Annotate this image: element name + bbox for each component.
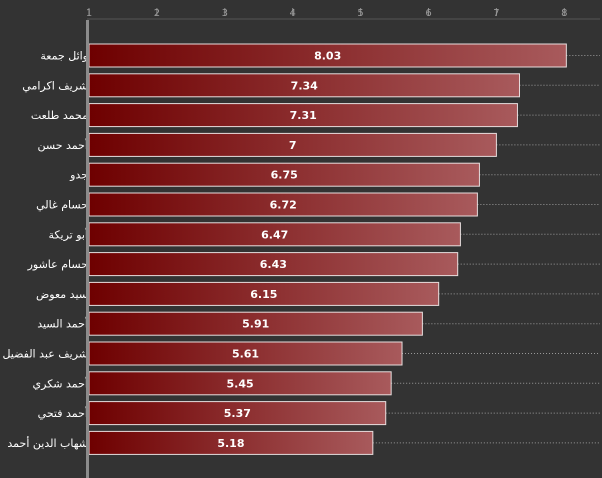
- data-label: 6.43: [260, 258, 287, 271]
- data-label: 6.72: [270, 199, 297, 212]
- data-label: 6.47: [261, 228, 288, 241]
- x-tick-label: 6: [425, 8, 431, 19]
- data-label: 7.31: [290, 109, 317, 122]
- data-label: 5.45: [227, 377, 254, 390]
- data-label: 5.91: [242, 318, 269, 331]
- category-label: سيد معوض: [36, 288, 88, 301]
- category-label: وائل جمعة: [40, 50, 88, 63]
- data-label: 5.61: [232, 348, 259, 361]
- x-tick-label: 7: [493, 8, 499, 19]
- category-label: جدو: [69, 169, 88, 182]
- x-tick-label: 5: [357, 8, 363, 19]
- data-label: 5.37: [224, 407, 251, 420]
- category-label: أبو تريكة: [49, 227, 88, 241]
- category-label: محمد طلعت: [31, 109, 88, 122]
- category-label: شريف اكرامي: [22, 79, 88, 92]
- data-label: 6.15: [250, 288, 277, 301]
- category-label: أحمد فتحي: [38, 406, 88, 420]
- data-label: 6.75: [271, 169, 298, 182]
- data-label: 8.03: [314, 50, 341, 63]
- category-label: أحمد حسن: [38, 138, 88, 152]
- category-label: شهاب الدين أحمد: [7, 436, 88, 450]
- data-label: 7.34: [291, 79, 318, 92]
- category-label: أحمد شكري: [33, 376, 88, 390]
- category-label: حسام عاشور: [27, 258, 88, 271]
- x-tick-label: 1: [86, 8, 92, 19]
- data-label: 7: [289, 139, 297, 152]
- data-label: 5.18: [217, 437, 244, 450]
- x-tick-label: 2: [154, 8, 160, 19]
- x-tick-label: 3: [222, 8, 228, 19]
- category-label: حسام غالي: [36, 199, 88, 212]
- x-tick-label: 8: [561, 8, 567, 19]
- category-label: شريف عبد الفضيل: [2, 348, 88, 361]
- y-axis-line: [86, 20, 89, 478]
- x-tick-label: 4: [290, 8, 296, 19]
- category-label: أحمد السيد: [37, 317, 88, 331]
